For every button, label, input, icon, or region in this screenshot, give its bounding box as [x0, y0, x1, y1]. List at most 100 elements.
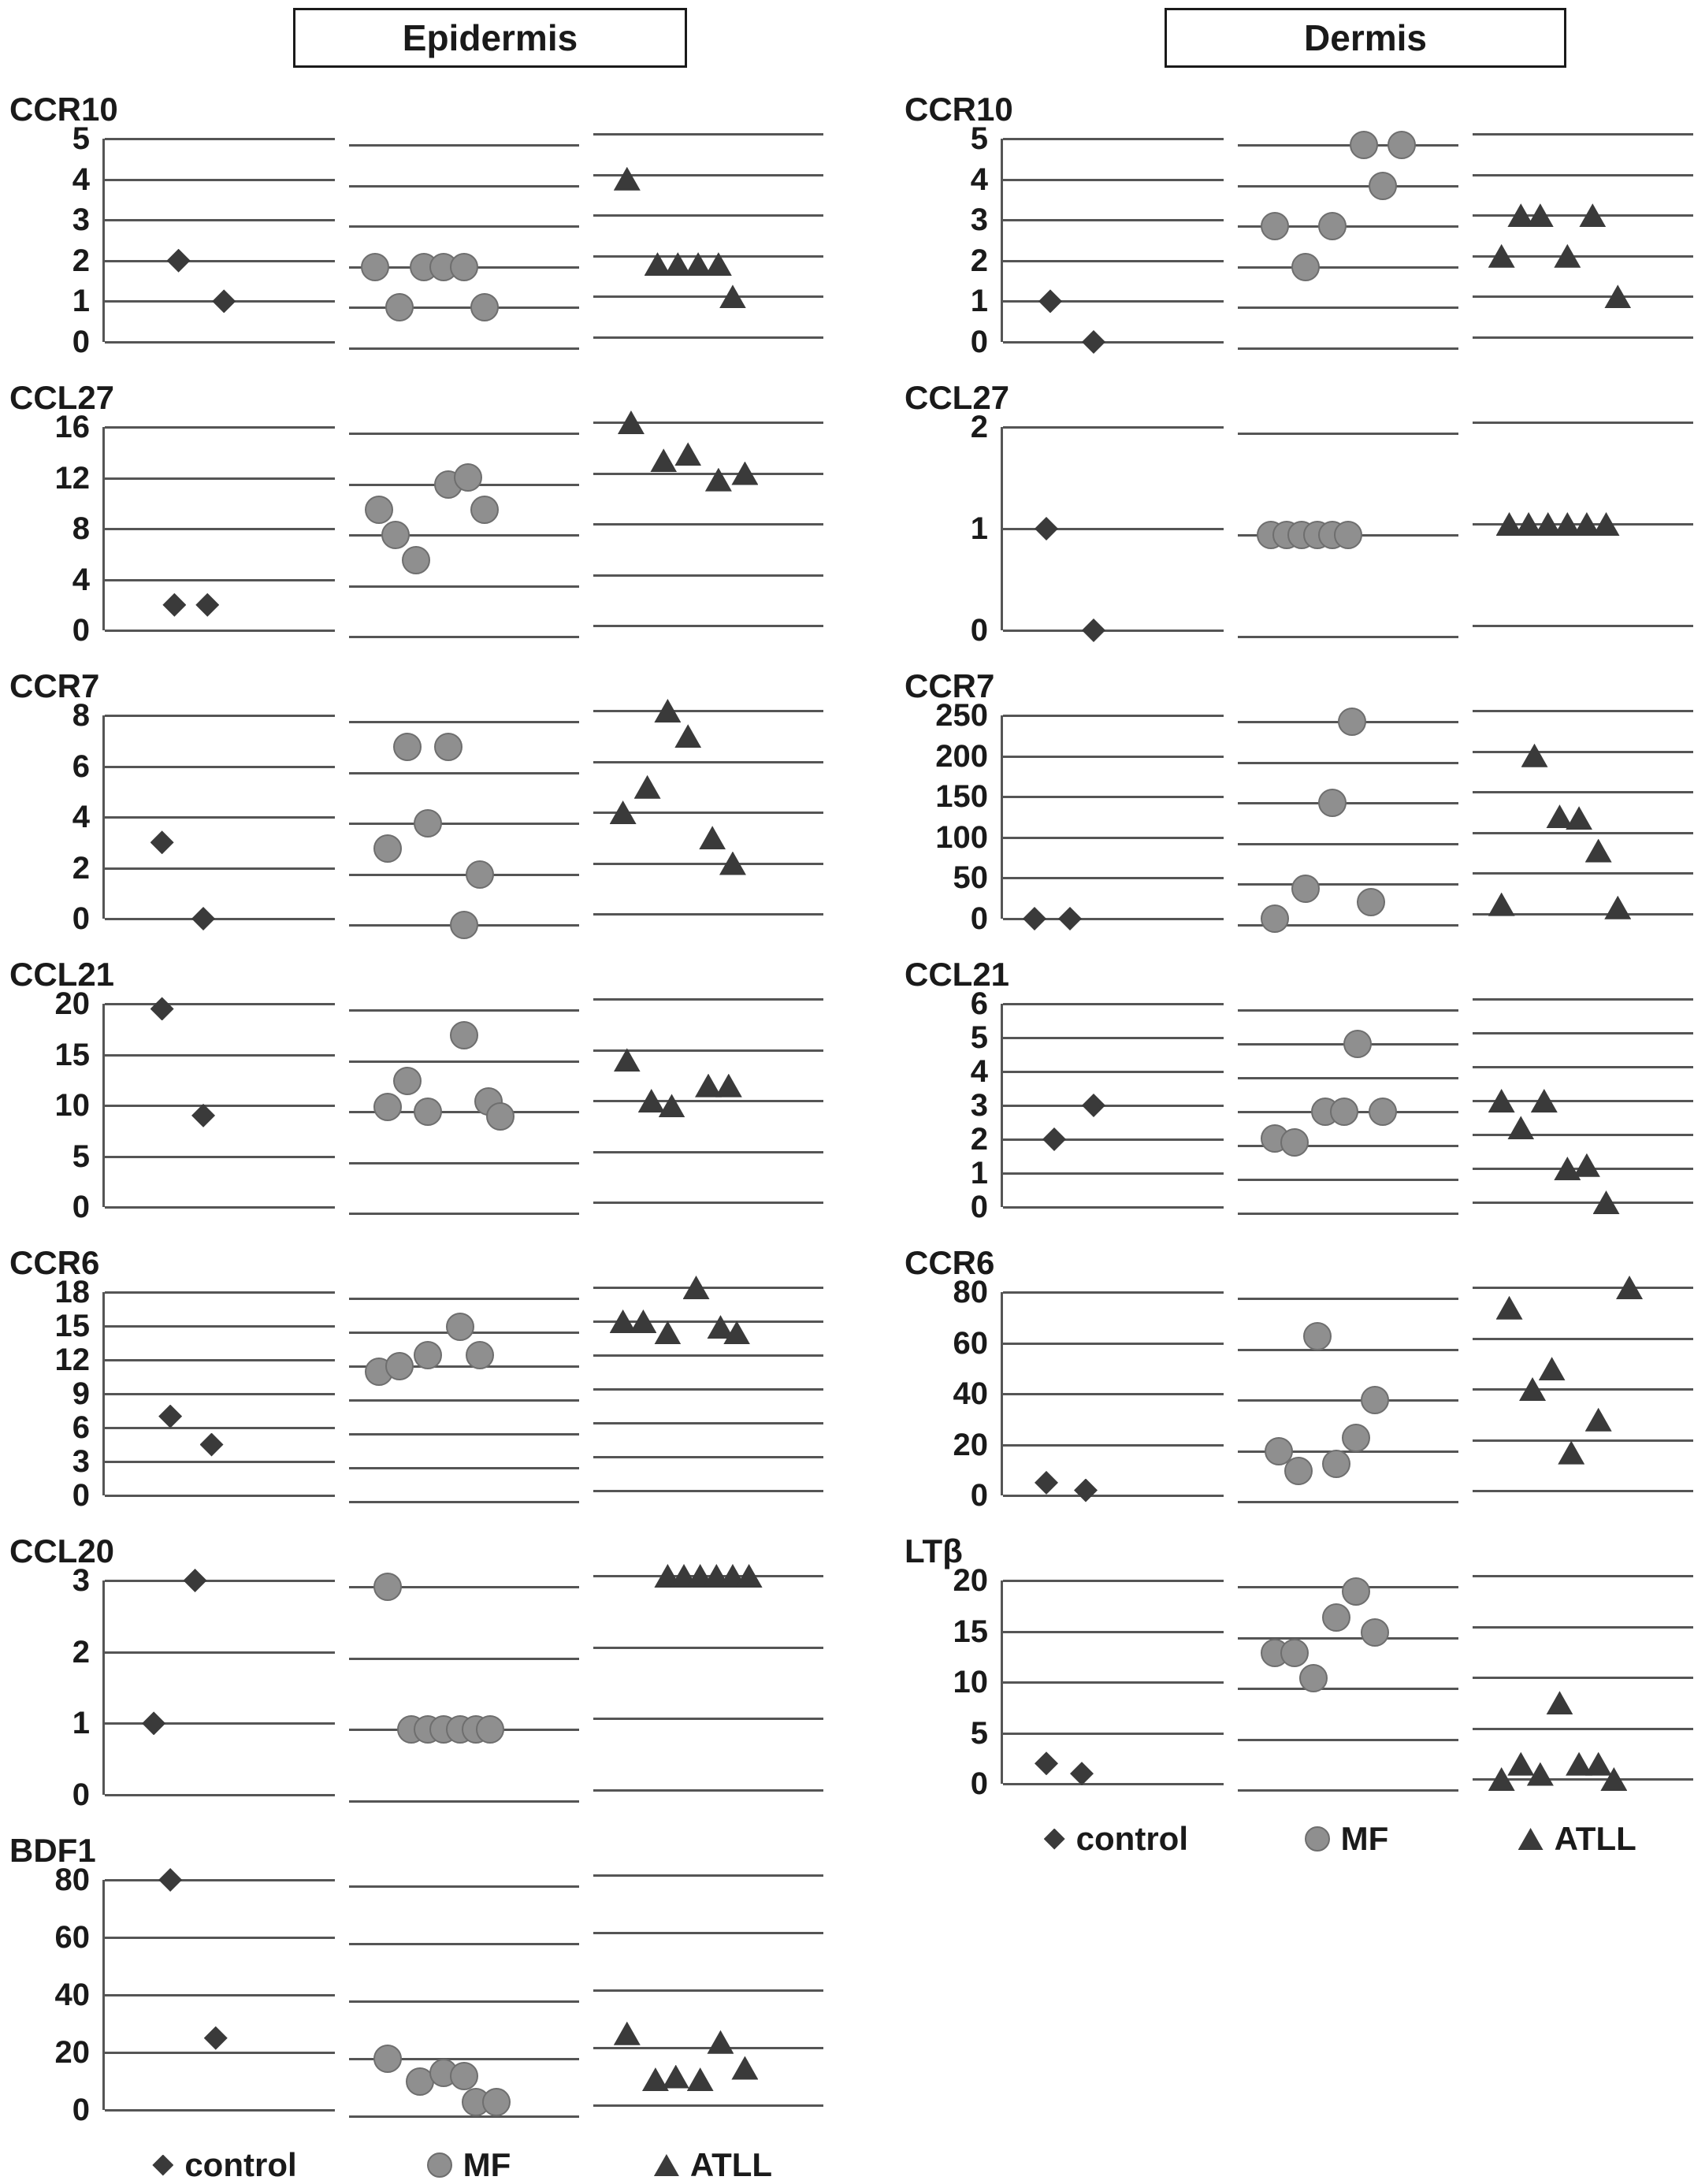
y-tick-label: 150 [935, 779, 988, 815]
gridline [349, 1399, 579, 1402]
gridline [349, 534, 579, 537]
data-point-ATLL [613, 1048, 641, 1072]
panel-MF [349, 433, 579, 638]
gridline [349, 1657, 579, 1660]
y-tick-label: 0 [970, 325, 988, 359]
gridline [593, 760, 823, 763]
gridline [105, 219, 335, 222]
chart-title: CCR6 [905, 1244, 995, 1281]
y-tick-label: 6 [72, 748, 90, 784]
data-point-control [1058, 907, 1082, 930]
data-point-control [1042, 1127, 1066, 1151]
y-axis: 80 60 40 20 0 [905, 1275, 1001, 1513]
gridline [1473, 133, 1693, 136]
gridline [105, 918, 335, 920]
y-tick-label: 18 [54, 1275, 91, 1309]
gridline [1238, 306, 1458, 310]
gridline [1238, 1636, 1458, 1640]
gridline [1473, 336, 1693, 339]
gridline [349, 1111, 579, 1113]
panel-ATLL [1473, 133, 1693, 339]
gridline [593, 1388, 823, 1391]
data-point-ATLL [731, 2056, 759, 2080]
gridline [105, 1580, 335, 1582]
chart-title: CCL21 [9, 956, 115, 993]
chart-epi-bdf1: BDF1 80 60 40 20 0 [9, 1831, 845, 2127]
gridline [105, 1937, 335, 1939]
gridline [349, 771, 579, 774]
data-point-MF [454, 463, 483, 492]
data-point-MF [1261, 904, 1290, 933]
data-point-MF [1318, 212, 1347, 241]
panel-ATLL [1473, 422, 1693, 627]
gridline [349, 1433, 579, 1436]
chart-title: CCR10 [9, 91, 118, 128]
gridline [349, 1501, 579, 1503]
panel-ATLL [593, 133, 823, 339]
y-axis: 5 4 3 2 1 0 [9, 121, 102, 359]
data-point-control [191, 1103, 216, 1127]
y-axis: 8 6 4 2 0 [9, 698, 102, 936]
data-point-MF [393, 733, 422, 762]
gridline [1473, 254, 1693, 258]
panel-MF [349, 1573, 579, 1803]
y-tick-label: 20 [953, 1563, 989, 1598]
data-point-MF [450, 2061, 478, 2090]
gridline [105, 715, 335, 717]
gridline [349, 144, 579, 147]
gridline [593, 173, 823, 176]
legend-item-mf: MF [1231, 1820, 1462, 1858]
gridline [1003, 1342, 1224, 1345]
data-point-control [142, 1711, 166, 1736]
y-tick-label: 4 [72, 562, 90, 597]
gridline [1473, 1490, 1693, 1492]
chart-title: CCR7 [905, 667, 995, 704]
gridline [349, 347, 579, 350]
y-tick-label: 100 [935, 819, 988, 855]
gridline [1003, 836, 1224, 839]
y-tick-label: 9 [72, 1376, 90, 1411]
panel-MF [349, 721, 579, 939]
gridline [1473, 913, 1693, 916]
gridline [1003, 259, 1224, 262]
data-point-ATLL [704, 467, 732, 492]
data-point-MF [466, 1340, 495, 1369]
y-tick-label: 40 [54, 1978, 91, 2012]
gridline [105, 1359, 335, 1361]
data-point-MF [1291, 252, 1321, 281]
gridline [593, 710, 823, 712]
data-point-MF [1361, 1386, 1390, 1414]
gridline [1473, 295, 1693, 299]
y-tick-label: 2 [72, 850, 90, 886]
data-point-MF [1349, 131, 1378, 159]
gridline [1473, 750, 1693, 753]
gridline [593, 422, 823, 424]
y-tick-label: 1 [72, 284, 90, 319]
gridline [593, 1202, 823, 1204]
data-point-MF [1280, 1638, 1309, 1667]
gridline [1238, 1348, 1458, 1351]
panel-MF [1238, 131, 1458, 350]
y-axis: 2 1 0 [905, 410, 1001, 648]
gridline [593, 1049, 823, 1052]
data-point-MF [373, 1092, 402, 1121]
data-point-MF [1330, 1098, 1359, 1126]
gridline [105, 528, 335, 530]
chart-epi-ccr10: CCR10 5 4 3 2 1 0 [9, 90, 845, 359]
y-tick-label: 250 [935, 698, 988, 733]
gridline [1238, 1077, 1458, 1079]
gridline [593, 1490, 823, 1492]
data-point-MF [1302, 1322, 1332, 1351]
legend-item-control: control [102, 2146, 347, 2184]
y-tick-label: 0 [72, 1478, 90, 1513]
gridline [1238, 924, 1458, 927]
gridline [105, 1325, 335, 1328]
data-point-MF [481, 2087, 511, 2116]
gridline [593, 1932, 823, 1934]
legend-label-control: control [1075, 1820, 1188, 1857]
data-point-ATLL [633, 774, 661, 799]
dermis-charts: CCR10 5 4 3 2 1 0 CCL27 2 1 0 CCR7 250 200 150 100 50 0 CC… [905, 90, 1693, 1801]
triangle-icon [653, 2154, 679, 2176]
y-tick-label: 3 [72, 202, 90, 238]
gridline [1003, 1630, 1224, 1633]
